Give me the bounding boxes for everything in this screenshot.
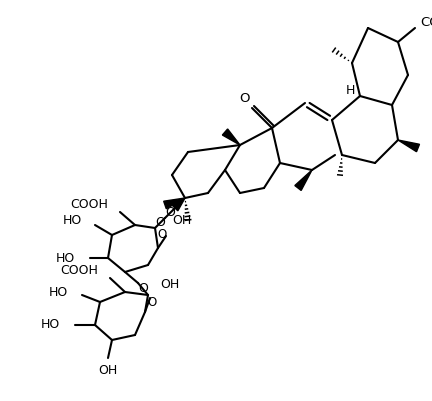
Polygon shape	[398, 140, 419, 152]
Text: COOH: COOH	[70, 198, 108, 211]
Text: COOH: COOH	[60, 263, 98, 277]
Text: OH: OH	[98, 363, 118, 377]
Text: HO: HO	[49, 286, 68, 300]
Polygon shape	[164, 198, 185, 209]
Text: COOH: COOH	[420, 16, 432, 28]
Text: O: O	[239, 93, 249, 105]
Polygon shape	[172, 198, 185, 211]
Text: O: O	[138, 282, 148, 294]
Text: O: O	[147, 296, 157, 310]
Text: O: O	[157, 229, 167, 241]
Text: O: O	[165, 205, 175, 219]
Polygon shape	[295, 170, 312, 190]
Text: HO: HO	[63, 213, 82, 227]
Text: H: H	[345, 83, 355, 97]
Text: HO: HO	[56, 251, 75, 265]
Text: HO: HO	[41, 318, 60, 332]
Text: OH: OH	[172, 213, 191, 227]
Polygon shape	[222, 129, 240, 145]
Text: O: O	[155, 215, 165, 229]
Text: OH: OH	[160, 279, 179, 292]
